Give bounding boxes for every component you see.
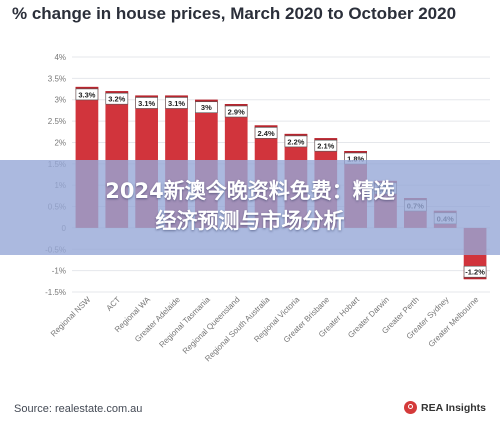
data-label: 2.2% [287,137,304,146]
data-label-box [284,135,308,148]
bar-cap [314,138,338,142]
y-tick-label: 3% [54,96,66,105]
data-label: 3.1% [168,99,185,108]
data-label: 1.8% [347,155,364,164]
x-tick-label: ACT [105,295,123,313]
data-label-box [463,265,487,278]
y-tick-label: 3.5% [48,74,66,83]
rea-logo-icon [404,401,418,414]
bar-cap [165,95,188,99]
bar-cap [344,151,367,154]
source-credit: Source: realestate.com.au [14,403,143,415]
promo-banner [0,160,500,255]
y-tick-label: -1.5% [45,288,66,297]
y-tick-label: 4% [54,53,66,62]
data-label: 2.9% [228,108,245,117]
data-label-box [195,101,218,114]
bar-cap [254,125,278,129]
x-tick-label: Regional Tasmania [157,295,212,350]
data-label-box [165,97,188,109]
bar-cap [75,86,99,90]
data-label: 2.1% [317,142,334,151]
x-tick-label: Greater Melbourne [427,295,481,349]
bar-cap [224,104,248,107]
data-label: 3% [201,103,212,112]
data-label: 3.3% [78,90,95,99]
data-label-box [75,88,99,101]
data-label-box [135,97,158,109]
brand-name: REA Insights [421,401,486,414]
y-tick-label: 2% [54,138,66,147]
bar-cap [105,91,129,95]
data-label: 3.2% [108,95,125,104]
y-tick-label: -1% [52,267,66,276]
bar-cap [463,276,487,280]
data-label: 2.4% [258,129,275,138]
data-label-box [105,92,129,105]
promo-banner-text: 2024新澳今晚资料免费：精选 经济预测与市场分析 [105,179,395,233]
data-label-box [314,139,338,152]
bar-cap [284,133,308,137]
data-label: -1.2% [465,268,485,277]
data-label-box [254,127,278,139]
chart-title: % change in house prices, March 2020 to … [12,4,457,23]
data-label: 3.1% [138,99,155,108]
x-tick-label: Regional NSW [49,295,93,339]
y-tick-label: 2.5% [48,117,66,126]
brand-logo: REA Insights [404,401,486,414]
bar-cap [195,99,218,103]
data-label-box [224,105,248,118]
bar-cap [135,95,158,99]
x-tick-label: Regional Queensland [181,295,242,356]
